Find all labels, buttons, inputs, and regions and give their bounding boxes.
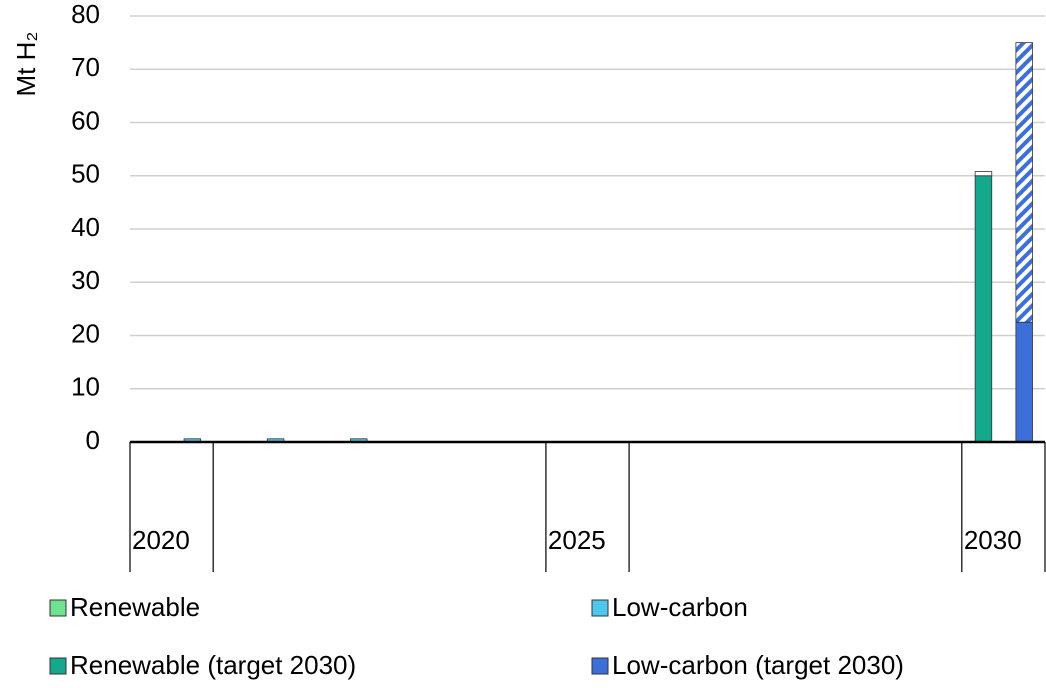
x-tick-label: 2025: [548, 525, 606, 555]
legend-label: Low-carbon (target 2030): [612, 650, 904, 680]
y-tick-label: 20: [71, 318, 100, 348]
y-tick-label: 60: [71, 105, 100, 135]
y-tick-label: 40: [71, 212, 100, 242]
y-tick-label: 10: [71, 372, 100, 402]
y-tick-label: 0: [86, 425, 100, 455]
y-tick-label: 80: [71, 0, 100, 29]
legend-swatch: [591, 599, 609, 617]
x-tick-label: 2030: [964, 525, 1022, 555]
bar: [1015, 321, 1033, 443]
bar: [974, 175, 993, 443]
legend-label: Low-carbon: [612, 592, 748, 622]
legend-label: Renewable (target 2030): [70, 650, 356, 680]
x-tick-label: 2020: [132, 525, 190, 555]
legend-swatch: [49, 657, 67, 675]
legend-swatch: [591, 657, 609, 675]
y-tick-label: 30: [71, 265, 100, 295]
legend-swatch: [49, 599, 67, 617]
legend-label: Renewable: [70, 592, 200, 622]
bar: [1015, 42, 1033, 323]
y-axis-label: Mt H₂: [11, 32, 41, 97]
bar: [974, 171, 993, 177]
y-tick-label: 70: [71, 52, 100, 82]
y-tick-label: 50: [71, 159, 100, 189]
